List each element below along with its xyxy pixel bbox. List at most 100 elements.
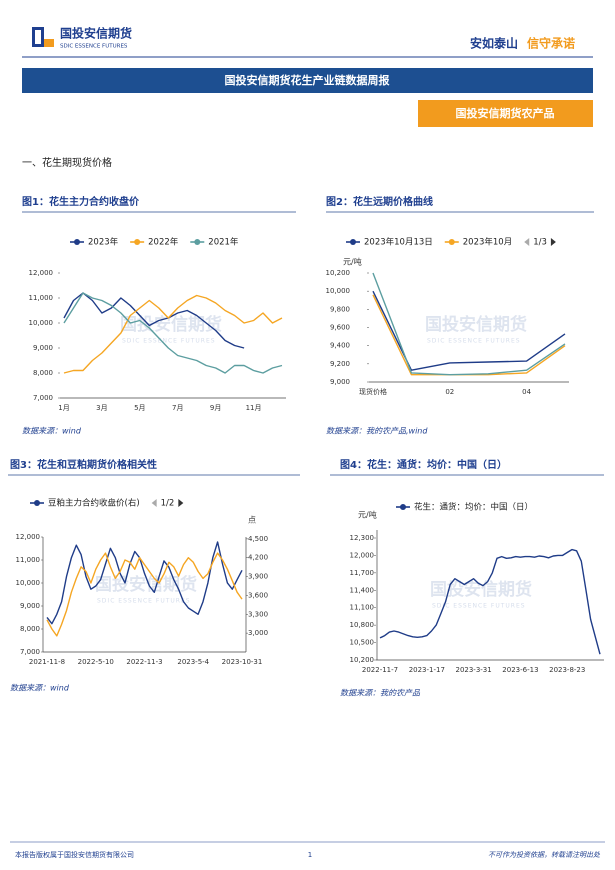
x-tick-label: 9月 xyxy=(210,404,221,412)
y-tick-label: 10,800 xyxy=(350,621,375,629)
y-tick-label: 7,000 xyxy=(33,394,53,402)
chart-title: 图4：花生：通货：均价：中国（日） xyxy=(340,458,507,471)
series-line xyxy=(46,552,243,637)
legend-label: 花生：通货：均价：中国（日） xyxy=(414,502,533,513)
chart-title: 图2：花生远期价格曲线 xyxy=(326,195,433,208)
x-tick-label: 2023-1-17 xyxy=(409,666,445,674)
series-line xyxy=(63,292,283,374)
y2-tick-label: 4,200 xyxy=(248,554,268,562)
y-tick-label: 10,200 xyxy=(326,269,351,277)
x-tick-label: 2023-6-13 xyxy=(502,666,538,674)
y-tick-label: 9,000 xyxy=(20,602,40,610)
banner xyxy=(22,68,593,93)
subbanner xyxy=(418,100,593,127)
slogan-b: 信守承诺 xyxy=(527,36,575,51)
footer-left: 本报告版权属于国投安信期货有限公司 xyxy=(15,850,134,859)
x-tick-label: 2022-11-7 xyxy=(362,666,398,674)
y-tick-label: 10,500 xyxy=(350,639,375,647)
page-number: 1 xyxy=(308,851,312,859)
x-tick-label: 11月 xyxy=(246,404,262,412)
y-tick-label: 10,000 xyxy=(16,579,41,587)
y-tick-label: 9,400 xyxy=(330,342,350,350)
y2-tick-label: 3,000 xyxy=(248,629,268,637)
watermark-sub: SDIC ESSENCE FUTURES xyxy=(97,598,191,605)
source: 数据来源：我的农产品 xyxy=(340,689,421,698)
legend-prev xyxy=(151,499,157,507)
y-tick-label: 11,400 xyxy=(350,586,375,594)
subbanner-title: 国投安信期货农产品 xyxy=(456,106,555,120)
legend-next xyxy=(178,499,184,507)
logo-icon xyxy=(32,27,54,47)
x-tick-label: 2023-8-23 xyxy=(549,666,585,674)
y-tick-label: 10,200 xyxy=(350,656,375,664)
y-tick-label: 9,000 xyxy=(330,378,350,386)
source: 数据来源：wind xyxy=(10,684,70,693)
chart-title: 图1：花生主力合约收盘价 xyxy=(22,195,140,208)
y-tick-label: 9,800 xyxy=(330,305,350,313)
legend-dot xyxy=(134,239,141,245)
y-tick-label: 12,000 xyxy=(16,533,41,541)
legend-label: 2021年 xyxy=(208,237,239,248)
legend-label: 2023年10月 xyxy=(463,237,512,248)
legend-prev xyxy=(524,238,530,246)
x-tick-label: 2022-5-10 xyxy=(78,658,114,666)
legend-dot xyxy=(34,500,40,506)
x-tick-label: 2022-11-3 xyxy=(126,658,162,666)
watermark-sub: SDIC ESSENCE FUTURES xyxy=(427,338,521,345)
y-unit: 元/吨 xyxy=(358,510,377,520)
legend-label: 2023年10月13日 xyxy=(364,237,433,248)
watermark-sub: SDIC ESSENCE FUTURES xyxy=(122,338,216,345)
y2-tick-label: 3,600 xyxy=(248,591,268,599)
y-tick-label: 8,000 xyxy=(20,625,40,633)
x-tick-label: 3月 xyxy=(96,404,107,412)
legend-page: 1/3 xyxy=(533,238,547,248)
legend-next xyxy=(550,238,556,246)
banner-title: 国投安信期货花生产业链数据周报 xyxy=(225,73,391,87)
y-tick-label: 8,000 xyxy=(33,369,53,377)
x-tick-label: 2023-5-4 xyxy=(177,658,209,666)
legend-label: 2023年 xyxy=(88,237,119,248)
legend-dot xyxy=(74,239,80,245)
y-tick-label: 11,100 xyxy=(350,604,375,612)
watermark-sub: SDIC ESSENCE FUTURES xyxy=(432,603,526,610)
y-tick-label: 12,300 xyxy=(350,534,375,542)
x-tick-label: 2023-3-31 xyxy=(455,666,491,674)
y2-unit: 点 xyxy=(248,516,256,525)
y-tick-label: 11,700 xyxy=(350,569,375,577)
y-tick-label: 11,000 xyxy=(29,294,54,302)
x-tick-label: 1月 xyxy=(58,404,69,412)
y2-tick-label: 4,500 xyxy=(248,535,268,543)
legend-label: 2022年 xyxy=(148,237,179,248)
legend-dot xyxy=(194,239,201,245)
x-tick-label: 2023-10-31 xyxy=(222,658,263,666)
legend-dot xyxy=(400,504,406,510)
x-tick-label: 2021-11-8 xyxy=(29,658,65,666)
chart-title: 图3：花生和豆粕期货价格相关性 xyxy=(10,458,157,471)
section-heading: 一、花生期现货价格 xyxy=(22,156,112,169)
watermark: 国投安信期货 xyxy=(425,314,527,335)
y-tick-label: 11,000 xyxy=(16,556,41,564)
legend-dot xyxy=(350,239,356,245)
series-line xyxy=(63,294,283,374)
y-tick-label: 12,000 xyxy=(29,269,54,277)
x-tick-label: 5月 xyxy=(134,404,145,412)
source: 数据来源：我的农产品,wind xyxy=(326,427,428,436)
x-tick-label: 7月 xyxy=(172,404,183,412)
series-line xyxy=(379,548,601,655)
y-tick-label: 10,000 xyxy=(326,287,351,295)
legend-dot xyxy=(448,239,455,245)
series-line xyxy=(63,292,245,349)
series-line xyxy=(372,272,566,376)
footer-right: 不可作为投资依据，转载请注明出处 xyxy=(488,851,601,859)
series-line xyxy=(46,541,243,625)
x-tick-label: 02 xyxy=(445,388,454,396)
logo-name: 国投安信期货 xyxy=(60,26,132,41)
watermark: 国投安信期货 xyxy=(95,574,197,595)
x-tick-label: 04 xyxy=(522,388,531,396)
y-tick-label: 10,000 xyxy=(29,319,54,327)
y-tick-label: 9,000 xyxy=(33,344,53,352)
slogan-a: 安如泰山 xyxy=(470,36,518,51)
y-tick-label: 7,000 xyxy=(20,648,40,656)
